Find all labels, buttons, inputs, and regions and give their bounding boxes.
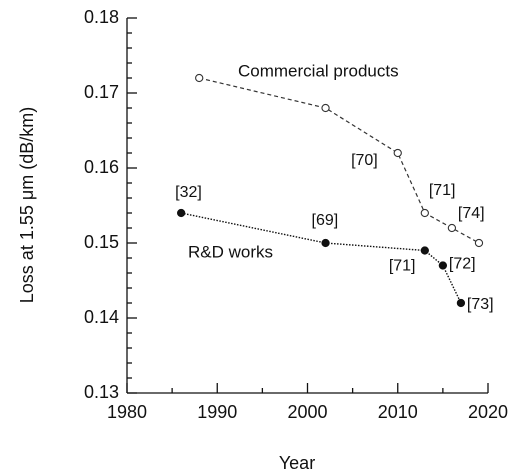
data-point (456, 298, 466, 308)
data-point (438, 261, 448, 270)
series-name: Commercial products (238, 61, 399, 80)
y-tick-label: 0.16 (84, 157, 119, 177)
point-label: [74] (458, 205, 485, 222)
point-label: [73] (467, 296, 494, 313)
point-label: [71] (389, 258, 416, 275)
x-tick-label: 1990 (197, 402, 237, 422)
point-label: [72] (449, 256, 476, 273)
series-name: R&D works (188, 242, 273, 261)
data-point (420, 208, 429, 218)
point-label: [69] (312, 212, 339, 229)
series-line (199, 77, 480, 244)
data-point (321, 238, 330, 248)
data-point (474, 238, 484, 248)
x-tick-label: 1980 (107, 402, 147, 422)
data-point (447, 223, 457, 233)
point-label: [32] (175, 184, 202, 201)
data-point (420, 246, 429, 255)
data-point (195, 73, 204, 83)
x-tick-label: 2010 (378, 402, 418, 422)
x-tick-label: 2000 (287, 402, 327, 422)
data-point (393, 148, 402, 158)
y-tick-label: 0.14 (84, 307, 119, 327)
y-axis-label: Loss at 1.55 μm (dB/km) (17, 107, 37, 303)
point-label: [71] (429, 182, 456, 199)
x-axis-label: Year (279, 453, 315, 473)
point-label: [70] (351, 152, 378, 169)
x-tick-label: 2020 (468, 402, 508, 422)
data-point (321, 103, 330, 113)
data-point (176, 208, 186, 218)
y-tick-label: 0.15 (84, 232, 119, 252)
y-tick-label: 0.17 (84, 82, 119, 102)
y-tick-label: 0.13 (84, 382, 119, 402)
y-tick-label: 0.18 (84, 7, 119, 27)
